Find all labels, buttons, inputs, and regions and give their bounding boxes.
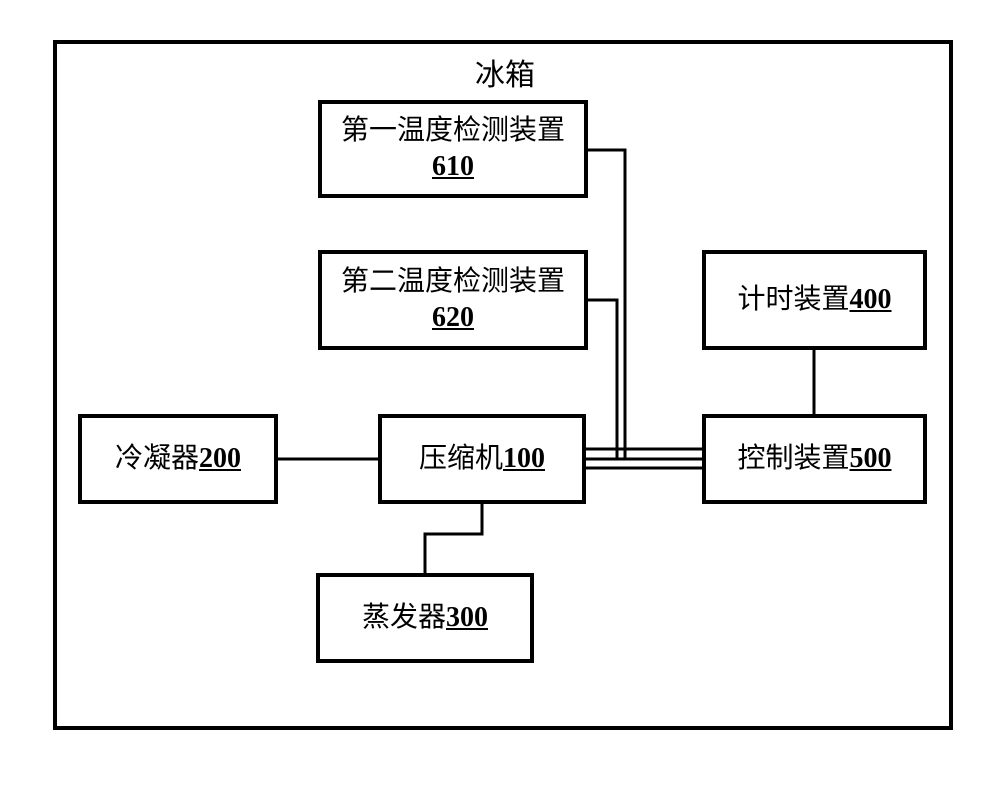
node-label: 压缩机100 bbox=[419, 441, 545, 477]
node-label: 蒸发器300 bbox=[362, 600, 488, 636]
label-number: 500 bbox=[850, 443, 892, 474]
label-prefix: 冷凝器 bbox=[115, 443, 199, 474]
label-number: 610 bbox=[432, 151, 474, 182]
label-prefix: 压缩机 bbox=[419, 443, 503, 474]
node-label: 第二温度检测装置 620 bbox=[330, 264, 576, 337]
label-prefix: 控制装置 bbox=[737, 443, 849, 474]
label-number: 620 bbox=[432, 302, 474, 333]
node-controller: 控制装置500 bbox=[702, 414, 927, 504]
label-prefix: 计时装置 bbox=[737, 284, 849, 315]
node-label: 第一温度检测装置 610 bbox=[330, 113, 576, 186]
node-temp-sensor-1: 第一温度检测装置 610 bbox=[318, 100, 588, 198]
node-condenser: 冷凝器200 bbox=[78, 414, 278, 504]
node-timer: 计时装置400 bbox=[702, 250, 927, 350]
label-number: 100 bbox=[503, 443, 545, 474]
title-text: 冰箱 bbox=[475, 59, 535, 92]
node-compressor: 压缩机100 bbox=[378, 414, 586, 504]
label-prefix: 蒸发器 bbox=[362, 602, 446, 633]
node-label: 控制装置500 bbox=[737, 441, 891, 477]
node-label: 冷凝器200 bbox=[115, 441, 241, 477]
node-temp-sensor-2: 第二温度检测装置 620 bbox=[318, 250, 588, 350]
label-number: 200 bbox=[199, 443, 241, 474]
node-label: 计时装置400 bbox=[737, 282, 891, 318]
label-prefix: 第一温度检测装置 bbox=[341, 115, 565, 146]
label-number: 300 bbox=[446, 602, 488, 633]
diagram-title: 冰箱 bbox=[445, 50, 565, 94]
label-number: 400 bbox=[850, 284, 892, 315]
label-prefix: 第二温度检测装置 bbox=[341, 266, 565, 297]
node-evaporator: 蒸发器300 bbox=[316, 573, 534, 663]
